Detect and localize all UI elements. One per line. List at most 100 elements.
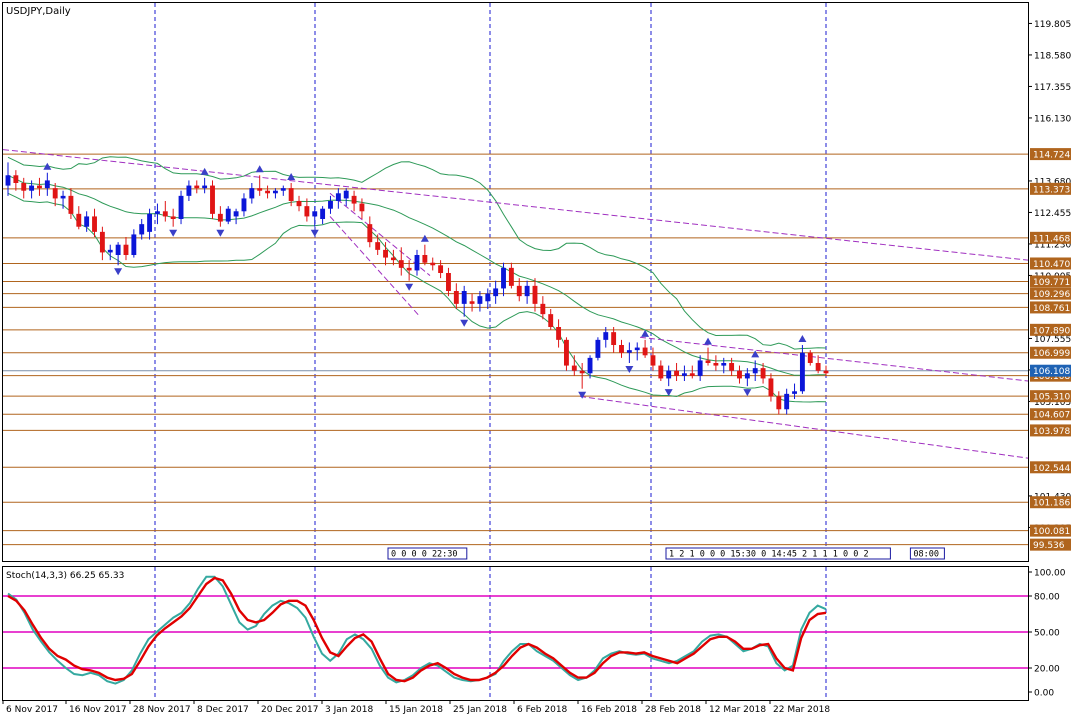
level-label: 103.978 [1033,427,1070,437]
candle-body [689,373,695,376]
candle [390,249,396,266]
level-label-box [1030,461,1071,474]
candle [508,262,514,289]
level-label: 99.536 [1033,541,1065,551]
level-label-box [1030,275,1071,288]
candle-body [217,213,223,222]
candle [422,244,428,266]
candle [430,257,436,271]
candle [186,180,192,201]
price-tick-label: 111.230 [1034,240,1071,250]
time-tick-label: 16 Feb 2018 [581,705,637,715]
candle-body [155,211,160,214]
candle [776,391,782,415]
stochastic-tick-label: 100.00 [1034,569,1066,579]
candle [595,337,601,361]
candle [107,244,113,261]
time-tick-label: 15 Jan 2018 [389,705,443,715]
fractal-down-icon [664,389,673,397]
candle [619,339,624,358]
candle [84,211,90,232]
fractal-down-icon [578,391,587,399]
candle [257,175,263,196]
candle [571,355,577,376]
candle [501,262,506,297]
candle [485,288,491,309]
status-strips: 0 0 0 0 22:30 1 2 1 0 0 0 15:30 0 14:45 2… [387,547,945,560]
time-tick-label: 12 Mar 2018 [709,705,766,715]
candle [225,206,231,225]
level-label: 110.470 [1033,260,1070,270]
candle [603,327,609,348]
candle-body [516,285,522,297]
candle-body [776,396,782,410]
symbol-title: USDJPY,Daily [6,6,71,17]
level-label-box [1030,524,1071,537]
candle [414,249,420,276]
candle-body [131,234,137,255]
status-strip-right-box [665,547,891,560]
candle-body [642,347,648,356]
candle-body [446,273,451,291]
candle-body [737,370,742,379]
candle [296,195,302,212]
candle-body [768,378,774,397]
candle [807,350,813,366]
candle [681,365,687,381]
candle [131,229,137,258]
candle [343,188,349,207]
candle-body [375,242,381,250]
candle-body [107,249,113,253]
candle-body [320,208,326,219]
level-label: 105.310 [1033,393,1070,403]
candle [280,185,286,196]
candlesticks [5,162,829,415]
time-tick-label: 22 Mar 2018 [773,705,830,715]
level-label-box [1030,424,1071,437]
candle-body [469,301,475,304]
candle [666,365,672,387]
candle-body [485,293,491,302]
fractal-up-icon [43,162,52,170]
candle-body [194,185,200,189]
candle [139,219,145,240]
candle [335,188,341,209]
candle [233,208,239,225]
price-tick-label: 105.105 [1034,398,1071,408]
candle [304,198,310,222]
candle-body [422,255,428,263]
candle [351,190,357,212]
candle-body [202,185,208,189]
candle-body [304,206,310,217]
candle-body [501,267,506,289]
candle [375,234,381,255]
candle [359,198,365,219]
candle [540,296,546,320]
candle-body [68,195,74,214]
fractal-down-icon [460,319,469,327]
candle-body [453,291,459,304]
candle-body [249,188,255,199]
candle [477,291,483,312]
candle [469,293,475,312]
time-tick-label: 16 Nov 2017 [69,705,127,715]
candle-body [626,350,632,353]
candle-body [705,360,711,363]
level-label: 106.999 [1033,349,1070,359]
candle [650,347,656,371]
level-label-box [1030,182,1071,195]
price-tick-label: 116.130 [1034,114,1071,124]
candle-body [792,391,797,394]
candle [320,206,326,225]
level-label: 102.544 [1033,464,1070,474]
candle [170,208,176,227]
stochastic-main-line [7,576,827,683]
candle-body [823,370,829,374]
level-label: 106.108 [1033,372,1070,382]
fractal-up-icon [255,165,264,173]
candle [446,267,451,297]
candle [202,177,208,194]
price-tick-label: 112.455 [1034,209,1071,219]
candle-body [799,352,805,392]
